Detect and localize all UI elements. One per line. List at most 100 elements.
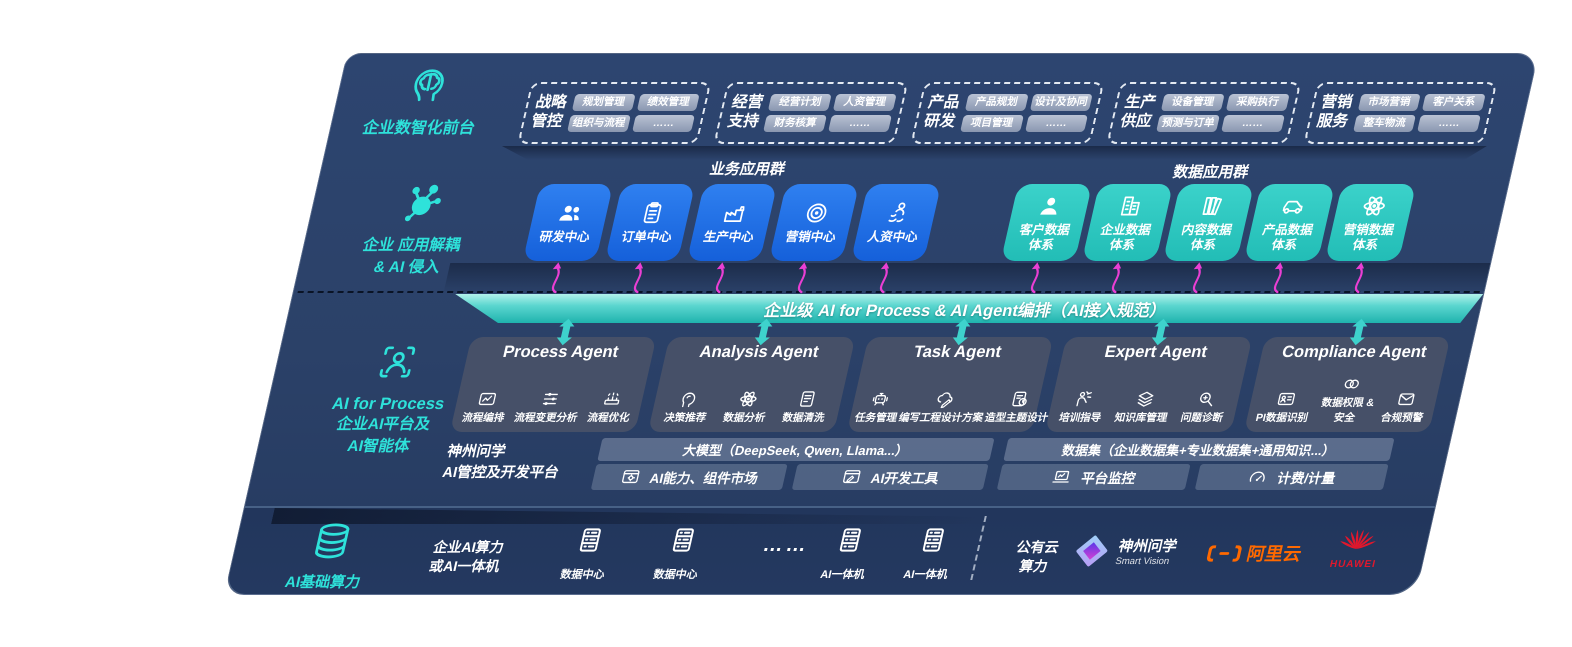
chip: 产品规划: [964, 94, 1029, 111]
group-title: 生产: [1122, 94, 1158, 112]
agent-item-label: 决策推荐: [662, 411, 708, 424]
ai-platform-label-line2: AI智能体: [345, 438, 412, 456]
enterprise-compute-label: 企业AI算力 或AI一体机: [397, 538, 536, 576]
mail-alert-icon: [1394, 389, 1419, 409]
front-office-group-operation: 经营 支持 经营计划 人资管理 财务核算 ……: [713, 82, 909, 144]
ai-appliance-node: AI一体机: [806, 524, 889, 582]
llm-bar: 大模型（DeepSeek, Qwen, Llama...）: [597, 438, 995, 461]
chip: 整车物流: [1352, 115, 1417, 132]
tile-rnd-center: 研发中心: [522, 184, 614, 261]
infrastructure-strip: AI基础算力 企业AI算力 或AI一体机 数据中心 数据中心 …… AI一体机 …: [225, 506, 1436, 594]
huawei-vendor: HUAWEI: [1321, 522, 1394, 570]
front-office-group-product: 产品 研发 产品规划 设计及协同 项目管理 ……: [910, 82, 1105, 144]
group-title: 服务: [1315, 113, 1351, 130]
document-icon: [795, 389, 820, 409]
car-icon: [1277, 193, 1309, 219]
agent-item: 流程编排: [461, 389, 511, 424]
cloud-pen-icon: [933, 389, 958, 409]
app-pen-icon: [839, 467, 864, 487]
tile-label: 人资中心: [866, 230, 920, 245]
group-title: 经营: [730, 94, 766, 112]
chip: 设计及协同: [1029, 94, 1093, 111]
ai-capability-market-cell: AI能力、组件市场: [590, 464, 788, 490]
chip: 规划管理: [571, 94, 636, 111]
front-office-group-marketing: 营销 服务 市场营销 客户关系 整车物流 ……: [1302, 82, 1498, 144]
flow-chart-icon: [475, 389, 500, 409]
ai-appliance-node: AI一体机: [889, 524, 972, 582]
tile-label: 体系: [1270, 237, 1299, 252]
business-apps-header: 业务应用群: [708, 161, 787, 178]
billing-metering-cell: 计费/计量: [1194, 464, 1389, 490]
person-scan-icon: [373, 342, 422, 382]
tile-label: 企业数据: [1099, 223, 1153, 238]
agent-item: 流程优化: [586, 389, 636, 424]
group-title: 供应: [1118, 113, 1154, 130]
huawei-logo: [1338, 522, 1381, 552]
chip: 项目管理: [959, 115, 1024, 132]
chip: 设备管理: [1161, 94, 1225, 111]
alicloud-logo: [1204, 542, 1245, 565]
agent-item: 问题诊断: [1179, 389, 1229, 424]
agent-item: 知识库管理: [1113, 389, 1173, 424]
agent-item: 数据分析: [722, 389, 772, 424]
tile-production-center: 生产中心: [686, 184, 778, 261]
group-title: 支持: [725, 113, 761, 130]
alicloud-name: 阿里云: [1244, 544, 1304, 564]
tile-label: 体系: [1189, 237, 1218, 252]
head-idea-icon: [677, 389, 702, 409]
chip: 预测与订单: [1156, 115, 1220, 132]
factory-icon: [718, 200, 750, 226]
chip: 市场营销: [1357, 94, 1422, 111]
tile-customer-data: 客户数据 体系: [1000, 184, 1093, 261]
enterprise-compute-line2: 或AI一体机: [427, 557, 502, 574]
tile-label: 体系: [1108, 237, 1137, 252]
platform-monitor-cell: 平台监控: [996, 464, 1191, 490]
vertical-divider: [970, 516, 987, 580]
optimize-icon: [600, 389, 625, 409]
id-card-icon: [1274, 389, 1299, 409]
smart-vision-subtitle: Smart Vision: [1114, 556, 1171, 567]
node-label: AI一体机: [902, 569, 949, 581]
tile-label: 订单中心: [620, 230, 674, 245]
platform-label-line1: 神州问学: [445, 444, 508, 460]
enterprise-compute-line1: 企业AI算力: [431, 539, 506, 555]
books-icon: [1196, 193, 1228, 219]
agent-item-label: 任务管理: [853, 411, 899, 424]
chip: ……: [1024, 115, 1089, 132]
front-office-group-strategy: 战略 管控 规划管理 绩效管理 组织与流程 ……: [517, 82, 712, 144]
chip: ……: [828, 115, 892, 132]
tile-label: 内容数据: [1180, 223, 1234, 238]
app-gear-icon: [618, 467, 643, 487]
atom-icon: [736, 389, 761, 409]
group-title: 战略: [533, 94, 569, 112]
public-cloud-line2: 算力: [1017, 557, 1050, 574]
expert-agent-box: Expert Agent 培训指导 知识库管理 问题诊断: [1045, 337, 1253, 432]
tile-label: 研发中心: [538, 230, 592, 245]
architecture-panel: 企业数智化前台 企业 应用解耦 & AI 侵入 AI for Process 企…: [223, 53, 1540, 595]
agent-item: PI数据识别: [1254, 389, 1314, 424]
chip: 组织与流程: [567, 115, 631, 132]
agent-item-label: 问题诊断: [1179, 411, 1225, 424]
agents-row: Process Agent 流程编排 流程变更分析 流程优化 Analysis …: [449, 337, 1451, 432]
agent-item-label: 数据清洗: [780, 411, 826, 424]
analysis-agent-box: Analysis Agent 决策推荐 数据分析 数据清洗: [648, 337, 856, 432]
sliders-icon: [538, 389, 563, 409]
diagnose-icon: [1194, 389, 1219, 409]
ai-compute-label: AI基础算力: [283, 574, 363, 591]
platform-label: 神州问学 AI管控及开发平台: [440, 442, 600, 484]
agent-item: 流程变更分析: [513, 389, 584, 424]
data-apps-header: 数据应用群: [1171, 164, 1251, 181]
cell-label: AI开发工具: [869, 471, 941, 486]
agent-item-label: 知识库管理: [1113, 411, 1169, 424]
design-check-icon: [1008, 389, 1033, 409]
agent-item: 任务管理: [854, 389, 904, 424]
chip: ……: [1417, 115, 1481, 132]
agent-item-label: 合规预警: [1379, 411, 1425, 424]
chip: ……: [1220, 115, 1285, 132]
node-label: AI一体机: [819, 569, 866, 581]
smart-vision-vendor: 神州问学 Smart Vision: [1069, 532, 1181, 570]
robot-icon: [868, 389, 893, 409]
person-motion-icon: [882, 200, 914, 226]
building-icon: [1115, 193, 1147, 219]
database-icon: [306, 520, 358, 562]
